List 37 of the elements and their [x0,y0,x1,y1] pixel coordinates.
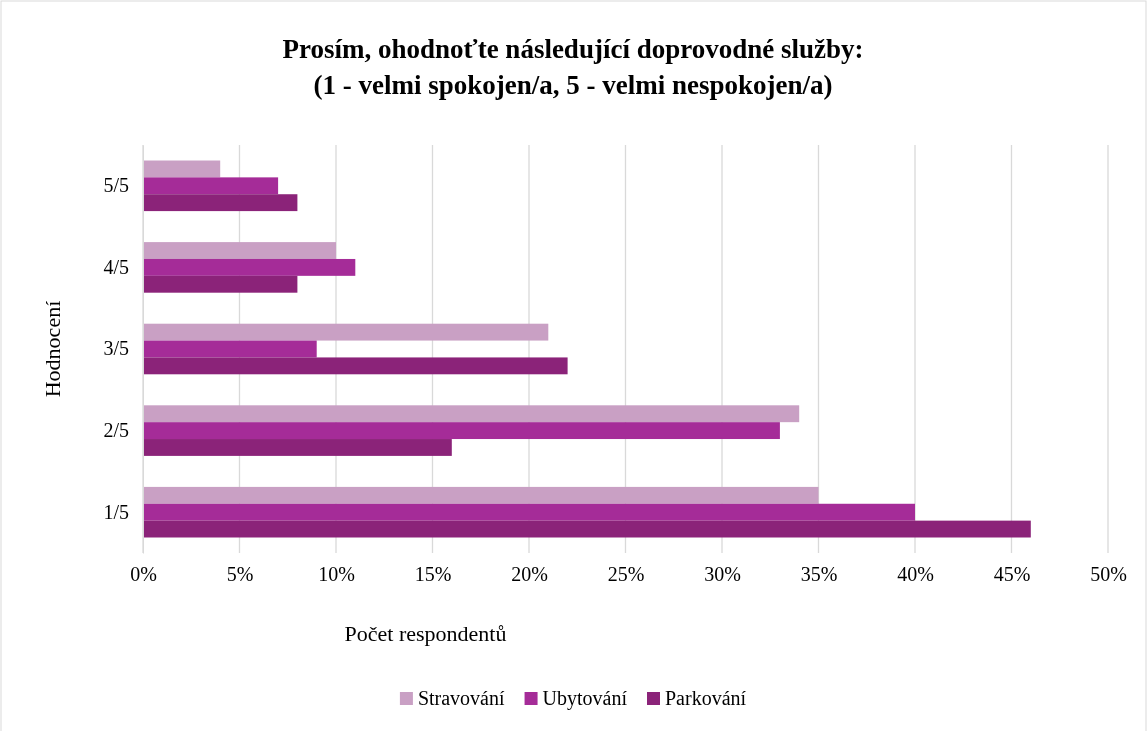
x-tick-label: 30% [704,563,741,586]
x-tick-label: 45% [993,563,1031,586]
bar [143,405,800,423]
chart-title: Prosím, ohodnoťte následující doprovodné služby: (1 - velmi spokojen/a, 5 - velmi nespokojen/a) [282,34,864,100]
x-tick-label: 40% [897,563,934,586]
y-tick-label: 2/5 [103,419,129,441]
x-tick-label: 15% [414,563,452,586]
bar [143,486,819,504]
bar [143,194,298,212]
bar [143,160,221,178]
bar [143,258,356,276]
bar [143,439,452,456]
bar [143,503,915,521]
bar [143,242,336,259]
bar [143,357,568,375]
x-tick-label: 35% [800,563,838,586]
legend-label: Stravování [417,687,505,709]
y-axis-title: Hodnocení [40,300,65,398]
y-tick-label: 5/5 [103,174,129,197]
x-axis-title: Počet respondentů [344,621,507,646]
bar [143,520,1031,538]
x-tick-label: 20% [511,563,548,586]
bar [143,340,317,358]
legend-label: Ubytování [542,687,628,710]
x-tick-label: 0% [130,563,157,586]
bar [143,422,780,440]
legend-label: Parkování [665,687,747,709]
x-tick-label: 10% [318,563,355,586]
bar [143,275,298,293]
x-tick-label: 50% [1090,563,1127,586]
x-tick-label: 25% [607,563,645,586]
y-tick-label: 4/5 [103,255,129,278]
bar [143,323,549,341]
bar [143,177,279,195]
y-tick-label: 3/5 [103,337,129,360]
x-tick-label: 5% [226,563,254,586]
y-tick-label: 1/5 [103,500,129,523]
